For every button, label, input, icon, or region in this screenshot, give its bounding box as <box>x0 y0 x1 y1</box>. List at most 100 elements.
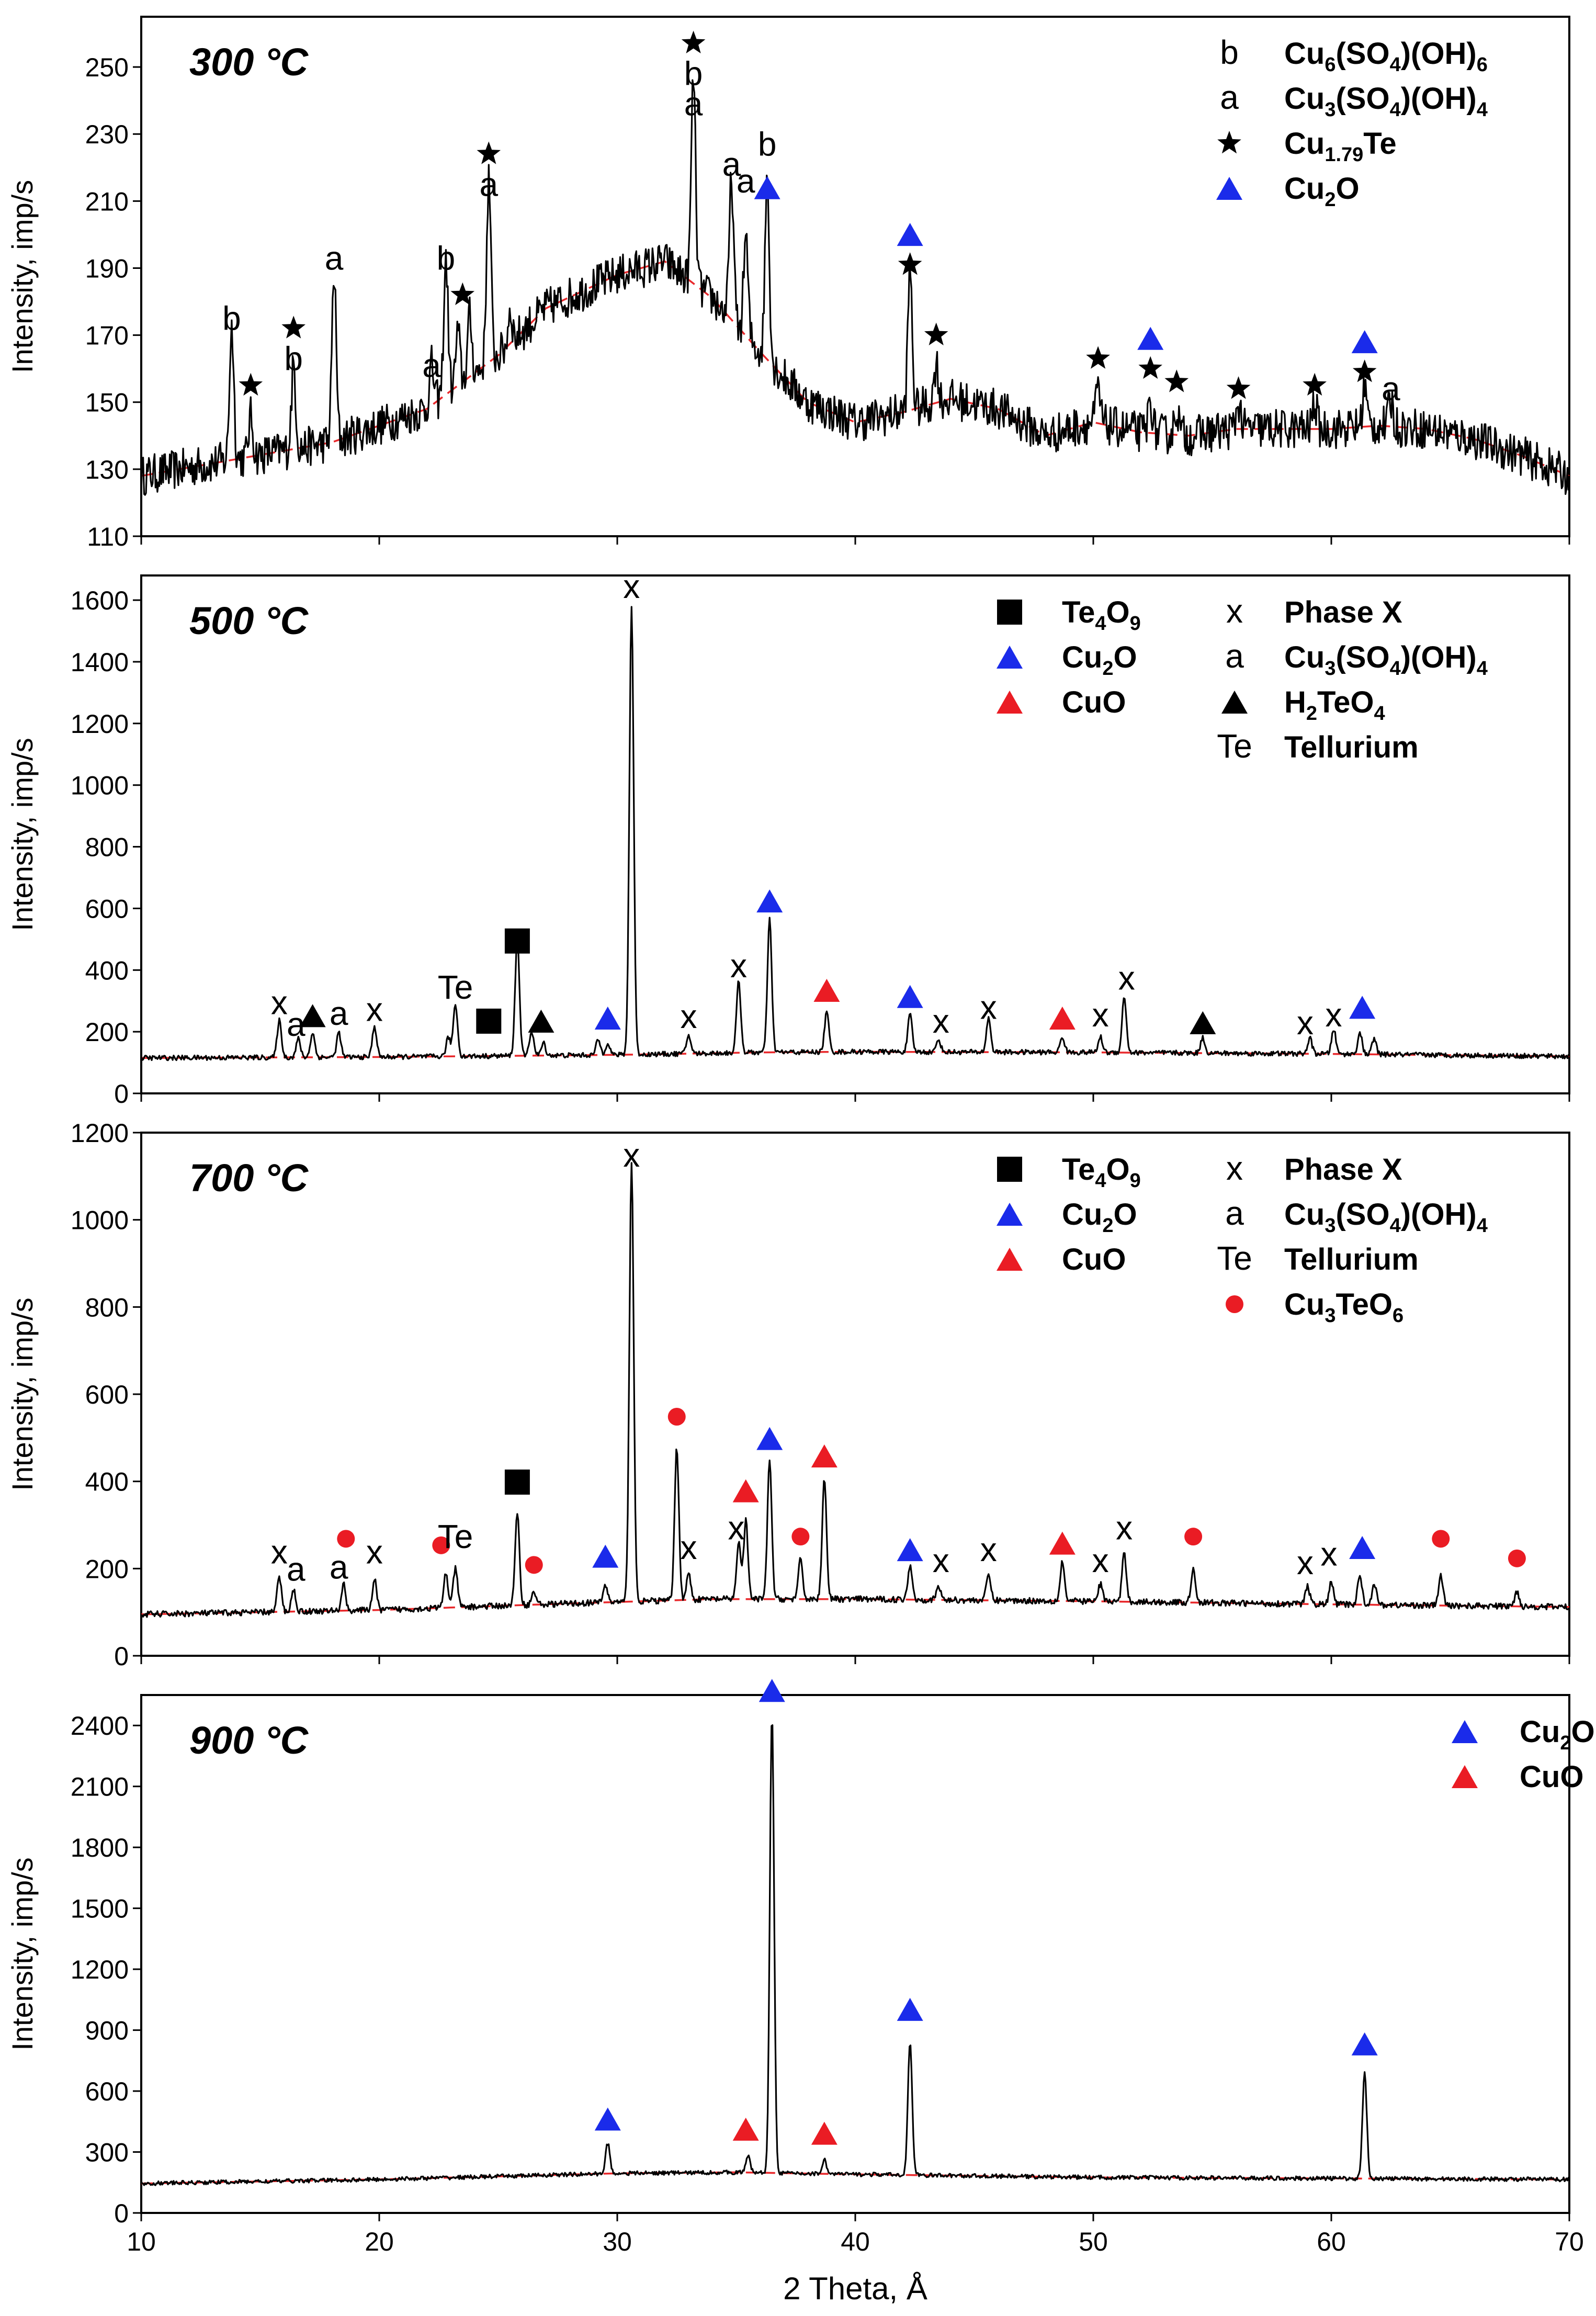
peak-annotation: b <box>281 315 305 377</box>
legend-label: CuO <box>1520 1760 1583 1794</box>
peak-annotation: x <box>933 1002 949 1040</box>
tri-red-marker <box>813 979 840 1002</box>
legend-label-part: Phase X <box>1284 1153 1402 1187</box>
peak-annotation <box>732 2117 759 2141</box>
y-tick-label: 130 <box>85 455 129 484</box>
legend-label: CuO <box>1062 685 1126 719</box>
star-marker <box>239 372 263 396</box>
tri-blue-marker <box>1351 2032 1378 2055</box>
peak-annotation: x <box>1092 1542 1109 1579</box>
tri-red-marker <box>1452 1765 1478 1788</box>
tri-blue-marker <box>1216 177 1242 200</box>
legend-label: Cu6(SO4)(OH)6 <box>1284 37 1488 76</box>
circle-marker <box>1184 1528 1203 1546</box>
legend-label-part: H <box>1284 685 1306 719</box>
legend-label-subscript: 6 <box>1477 54 1488 76</box>
legend-symbol-letter: a <box>1225 1194 1244 1232</box>
legend-label-part: )(OH) <box>1401 1197 1477 1232</box>
tri-blue-marker <box>997 646 1023 669</box>
legend-label-part: CuO <box>1520 1760 1583 1794</box>
y-tick-label: 190 <box>85 254 129 283</box>
y-tick-label: 2100 <box>71 1772 129 1802</box>
peak-annotation: x <box>681 998 697 1035</box>
peak-annotation: x <box>1320 1535 1337 1573</box>
legend-label-part: Te <box>1363 127 1396 161</box>
peak-annotation: x <box>1092 996 1109 1034</box>
background-fit-curve <box>141 260 1570 477</box>
peak-annotation: b <box>437 239 456 277</box>
legend-label-part: Tellurium <box>1284 1242 1419 1276</box>
y-tick-label: 800 <box>85 833 129 862</box>
legend-label-part: Cu <box>1062 640 1102 674</box>
peak-annotation: x <box>271 984 288 1022</box>
legend-label-subscript: 4 <box>1095 613 1106 635</box>
legend-label-part: Tellurium <box>1284 730 1419 764</box>
legend-label: Cu1.79Te <box>1284 127 1397 166</box>
legend-label-part: )(OH) <box>1401 82 1477 116</box>
legend-symbol-letter: a <box>1225 637 1244 675</box>
panel-title: 300 °C <box>189 40 309 84</box>
peak-label: b <box>222 300 241 337</box>
tri-blue-marker <box>754 176 780 199</box>
peak-annotation <box>337 1530 355 1548</box>
y-tick-label: 600 <box>85 894 129 923</box>
panel-title: 700 °C <box>189 1156 309 1200</box>
x-tick-label: 40 <box>841 2227 870 2256</box>
legend-label-part: Cu <box>1284 172 1325 206</box>
circle-marker <box>1432 1530 1450 1548</box>
peak-label: a <box>287 1551 305 1588</box>
square-marker <box>504 1470 530 1495</box>
xrd-trace <box>140 1162 1570 1618</box>
legend-label: Tellurium <box>1284 730 1419 764</box>
peak-annotation <box>1508 1549 1526 1567</box>
legend-label: Phase X <box>1284 595 1402 629</box>
legend-label: Cu2O <box>1062 1197 1137 1237</box>
x-tick-label: 20 <box>365 2227 394 2256</box>
legend-label-subscript: 4 <box>1390 99 1401 121</box>
peak-label: b <box>758 125 777 163</box>
peak-annotation: x <box>1326 996 1342 1034</box>
legend-symbol-letter: Te <box>1217 1239 1252 1277</box>
peak-annotation: a <box>477 141 501 203</box>
tri-blue-marker <box>1351 330 1378 354</box>
tri-red-marker <box>1049 1531 1076 1555</box>
legend-label-part: (SO <box>1335 1197 1389 1232</box>
peak-annotation <box>504 928 530 954</box>
legend-label-part: (SO <box>1335 82 1389 116</box>
peak-annotation: b <box>758 125 777 163</box>
legend-label-part: Cu <box>1284 82 1325 116</box>
y-tick-label: 210 <box>85 187 129 216</box>
peak-label: x <box>933 1542 949 1579</box>
peak-label: x <box>1116 1509 1133 1547</box>
legend-label: Tellurium <box>1284 1242 1419 1276</box>
y-axis-title: Intensity, imp/s <box>6 738 39 931</box>
y-tick-label: 400 <box>85 956 129 985</box>
star-marker <box>281 315 305 338</box>
circle-marker <box>667 1408 686 1426</box>
peak-label: x <box>1118 959 1135 997</box>
circle-marker <box>432 1536 450 1554</box>
legend-label-subscript: 2 <box>1102 1215 1113 1237</box>
peak-annotation <box>897 985 923 1008</box>
tri-blue-marker <box>897 985 923 1008</box>
peak-label: x <box>366 1533 383 1571</box>
y-tick-label: 800 <box>85 1293 129 1322</box>
x-tick-label: 50 <box>1079 2227 1108 2256</box>
plot-frame <box>140 1694 1570 2214</box>
tri-blue-marker <box>756 1427 783 1450</box>
peak-label: a <box>325 239 344 277</box>
star-marker <box>1138 356 1162 379</box>
legend-label-part: Cu <box>1284 127 1325 161</box>
peak-label: x <box>1092 1542 1109 1579</box>
legend-label-subscript: 4 <box>1374 703 1385 725</box>
peak-label: x <box>1297 1544 1314 1581</box>
tri-blue-marker <box>756 889 783 913</box>
circle-marker <box>337 1530 355 1548</box>
tri-red-marker <box>997 1248 1023 1271</box>
legend-label-part: Te <box>1062 1153 1095 1187</box>
legend-label-subscript: 6 <box>1393 1305 1403 1327</box>
y-axis-title: Intensity, imp/s <box>6 1297 39 1490</box>
peak-annotation <box>594 2107 621 2131</box>
